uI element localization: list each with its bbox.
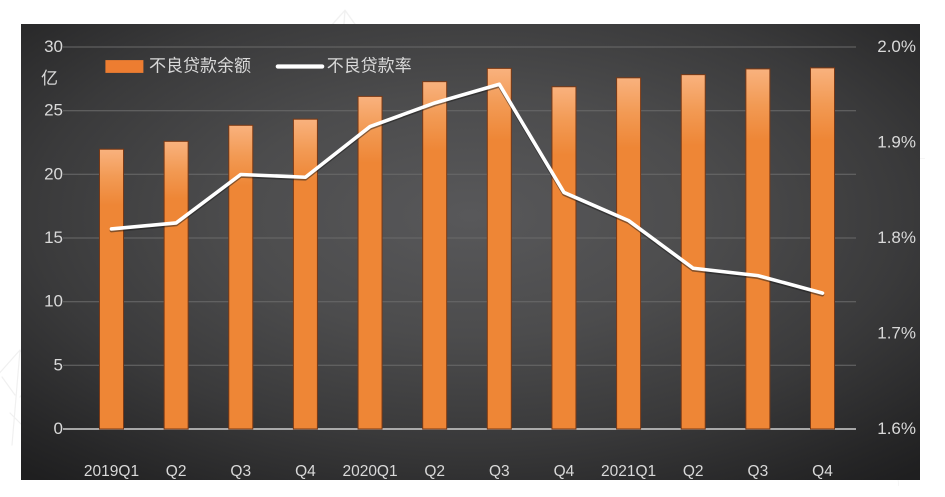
svg-text:Q4: Q4: [812, 463, 833, 480]
svg-text:20: 20: [44, 164, 63, 183]
svg-text:Q2: Q2: [166, 463, 187, 480]
svg-text:不良贷款余额: 不良贷款余额: [149, 57, 251, 76]
svg-text:30: 30: [44, 37, 63, 56]
svg-text:Q2: Q2: [424, 463, 445, 480]
svg-text:25: 25: [44, 101, 63, 120]
svg-text:1.8%: 1.8%: [877, 228, 916, 247]
svg-text:1.9%: 1.9%: [877, 133, 916, 152]
svg-text:亿: 亿: [41, 69, 58, 88]
svg-text:Q2: Q2: [683, 463, 704, 480]
svg-text:2020Q1: 2020Q1: [342, 463, 397, 480]
svg-text:Q3: Q3: [489, 463, 510, 480]
svg-text:Q4: Q4: [295, 463, 316, 480]
svg-text:10: 10: [44, 292, 63, 311]
svg-text:不良贷款率: 不良贷款率: [327, 57, 412, 76]
svg-text:0: 0: [54, 419, 63, 438]
svg-text:2019Q1: 2019Q1: [84, 463, 139, 480]
svg-text:1.7%: 1.7%: [877, 324, 916, 343]
svg-text:2021Q1: 2021Q1: [601, 463, 656, 480]
svg-text:Q3: Q3: [748, 463, 769, 480]
svg-text:1.6%: 1.6%: [877, 419, 916, 438]
svg-text:15: 15: [44, 228, 63, 247]
svg-text:5: 5: [54, 355, 63, 374]
svg-text:2.0%: 2.0%: [877, 37, 916, 56]
svg-text:Q4: Q4: [554, 463, 575, 480]
svg-text:Q3: Q3: [230, 463, 251, 480]
